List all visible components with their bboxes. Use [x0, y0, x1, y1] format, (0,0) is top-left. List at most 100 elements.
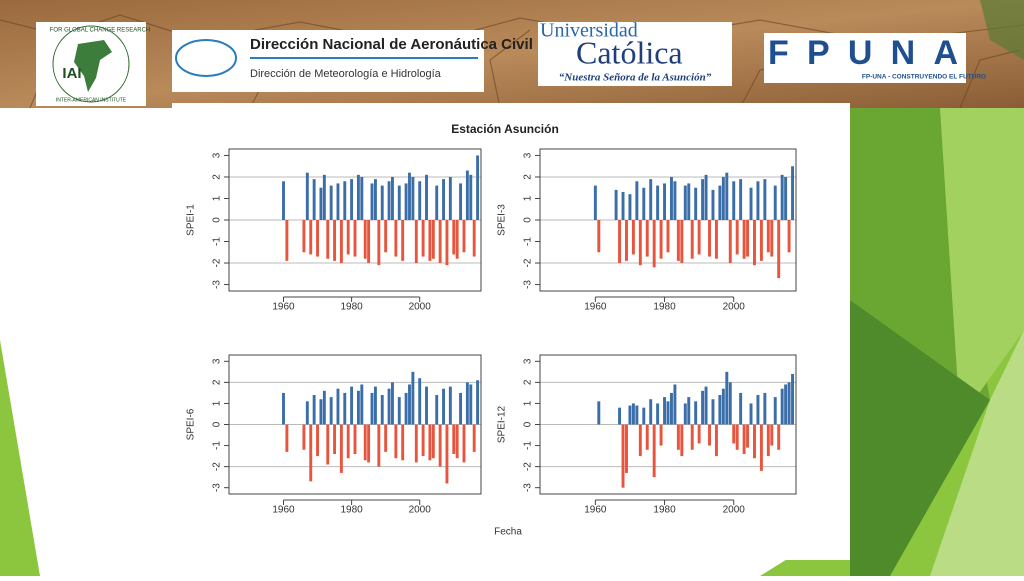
bar [336, 183, 340, 220]
bar [708, 220, 711, 257]
bar [404, 183, 408, 220]
bar [404, 392, 408, 425]
bar [333, 424, 337, 454]
bar [309, 220, 313, 255]
x-tick-label: 1980 [340, 505, 363, 516]
bar [618, 407, 622, 425]
bar [452, 220, 456, 255]
bar [305, 401, 309, 425]
bar [455, 220, 459, 259]
bar [714, 220, 718, 259]
bar [631, 220, 635, 255]
bar [697, 220, 701, 255]
bar [391, 176, 394, 220]
bar [687, 183, 691, 220]
bar [614, 189, 618, 220]
bar [739, 392, 743, 425]
bar [635, 405, 639, 425]
bar [431, 424, 435, 459]
bar [742, 220, 746, 259]
bar [759, 220, 763, 261]
dinac-emblem [175, 39, 237, 77]
x-tick-label: 1960 [272, 505, 295, 516]
bar [618, 220, 622, 264]
plant [980, 0, 1024, 60]
bar [694, 401, 698, 425]
bar [631, 403, 635, 425]
bar [346, 220, 350, 255]
y-tick-label: -3 [212, 483, 223, 492]
bar [302, 220, 306, 253]
bar [635, 181, 639, 220]
y-tick-label: 0 [523, 217, 534, 223]
green-shape [930, 330, 1024, 576]
bar [701, 179, 705, 220]
bar [742, 424, 746, 454]
y-axis-label: SPEI-12 [497, 405, 508, 443]
x-axis-label: Fecha [494, 527, 522, 538]
green-shape [850, 300, 990, 576]
bar [718, 395, 722, 425]
bar [380, 395, 384, 425]
bar [418, 378, 422, 425]
bar [683, 403, 687, 425]
bar [763, 392, 767, 425]
bar [438, 424, 442, 467]
bar [680, 424, 684, 457]
bar [645, 424, 649, 450]
bar [282, 392, 285, 425]
bar [333, 220, 337, 261]
bar [732, 181, 736, 220]
bar [645, 220, 649, 257]
dinac-logo [172, 30, 484, 92]
y-tick-label: 3 [523, 152, 534, 158]
bar [780, 174, 784, 220]
bar [350, 179, 354, 220]
y-tick-label: -1 [212, 441, 223, 450]
bar [435, 395, 439, 425]
bar [638, 220, 642, 266]
bar [282, 181, 285, 220]
bar [421, 424, 425, 457]
bar [735, 220, 739, 255]
bar [728, 220, 732, 264]
bar [697, 424, 701, 444]
bar [676, 424, 680, 450]
bar [408, 172, 411, 220]
bar [656, 403, 660, 425]
fpuna-logo [764, 33, 966, 83]
bar [628, 405, 632, 425]
bar [621, 424, 625, 488]
bar [360, 384, 364, 425]
bar [649, 179, 653, 220]
bar [725, 371, 729, 425]
iai-ring-top: FOR GLOBAL CHANGE RESEARCH [50, 28, 150, 34]
bar [476, 380, 480, 425]
uc-motto: “Nuestra Señora de la Asunción” [559, 72, 712, 84]
bar [408, 384, 411, 425]
x-tick-label: 2000 [723, 302, 746, 313]
bar [319, 187, 323, 220]
uc-logo [538, 22, 732, 86]
bar [763, 179, 767, 220]
bar [469, 384, 473, 425]
bar [329, 185, 333, 220]
bar [773, 185, 777, 220]
bar [746, 220, 750, 257]
bar [593, 185, 597, 220]
bar [431, 220, 435, 259]
bar [445, 220, 449, 266]
bar [638, 424, 642, 457]
y-tick-label: 1 [523, 195, 534, 201]
bar [476, 155, 480, 220]
bar [625, 220, 628, 261]
bar [367, 424, 371, 463]
bar [377, 220, 381, 266]
y-axis-label: SPEI-1 [186, 204, 197, 236]
y-tick-label: -2 [523, 258, 534, 267]
iai-acronym: IAI [62, 65, 81, 82]
bar [442, 179, 445, 220]
y-tick-label: -2 [212, 462, 223, 471]
bar [350, 386, 354, 425]
y-tick-label: -1 [523, 441, 534, 450]
